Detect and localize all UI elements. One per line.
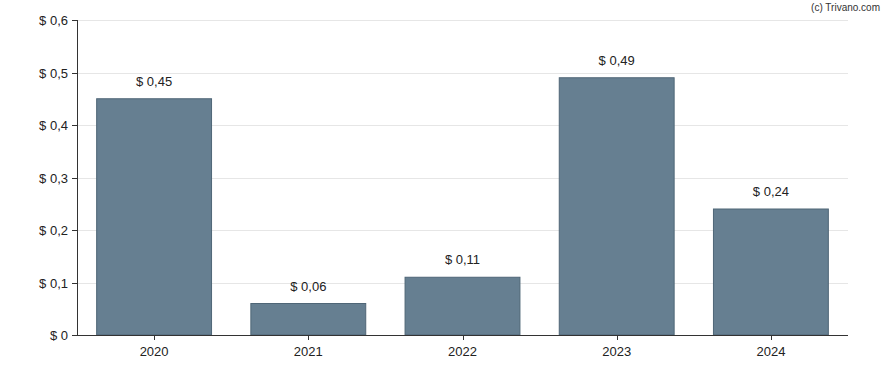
y-tick (72, 125, 77, 126)
y-axis (77, 20, 78, 335)
bars (97, 78, 829, 335)
grid-line (77, 73, 848, 74)
bar (97, 99, 212, 335)
chart-svg: $ 0 $ 0,1 $ 0,2 $ 0,3 $ 0,4 $ 0,5 $ 0,6 2020 $ 0… (0, 0, 888, 370)
bar (559, 78, 674, 335)
y-tick (72, 283, 77, 284)
y-tick-label: $ 0,5 (39, 66, 68, 81)
data-label: $ 0,11 (445, 252, 480, 267)
y-tick (72, 73, 77, 74)
x-tick (617, 335, 618, 340)
y-tick (72, 335, 77, 336)
x-tick (463, 335, 464, 340)
data-label: $ 0,45 (136, 74, 172, 89)
y-tick (72, 230, 77, 231)
y-tick-label: $ 0,6 (39, 13, 68, 28)
x-tick (308, 335, 309, 340)
x-tick (154, 335, 155, 340)
x-tick-label: 2023 (602, 344, 631, 359)
y-tick-label: $ 0 (50, 328, 68, 343)
grid-line (77, 335, 848, 336)
y-tick-label: $ 0,1 (39, 276, 68, 291)
x-tick-label: 2021 (294, 344, 323, 359)
y-tick-label: $ 0,4 (39, 118, 68, 133)
bar (251, 304, 366, 336)
x-axis (77, 335, 848, 336)
y-tick-label: $ 0,2 (39, 223, 68, 238)
grid-line (77, 20, 848, 21)
chart-container: $ 0 $ 0,1 $ 0,2 $ 0,3 $ 0,4 $ 0,5 $ 0,6 2020 $ 0… (0, 0, 888, 370)
x-tick-label: 2022 (448, 344, 477, 359)
x-tick (771, 335, 772, 340)
y-tick (72, 178, 77, 179)
data-label: $ 0,49 (599, 53, 635, 68)
data-label: $ 0,06 (290, 279, 326, 294)
x-tick-label: 2024 (756, 344, 785, 359)
y-tick (72, 20, 77, 21)
x-tick-label: 2020 (140, 344, 169, 359)
bar (405, 277, 520, 335)
data-label: $ 0,24 (753, 184, 789, 199)
credit: (c) Trivano.com (811, 2, 880, 13)
bar (713, 209, 828, 335)
y-tick-label: $ 0,3 (39, 171, 68, 186)
